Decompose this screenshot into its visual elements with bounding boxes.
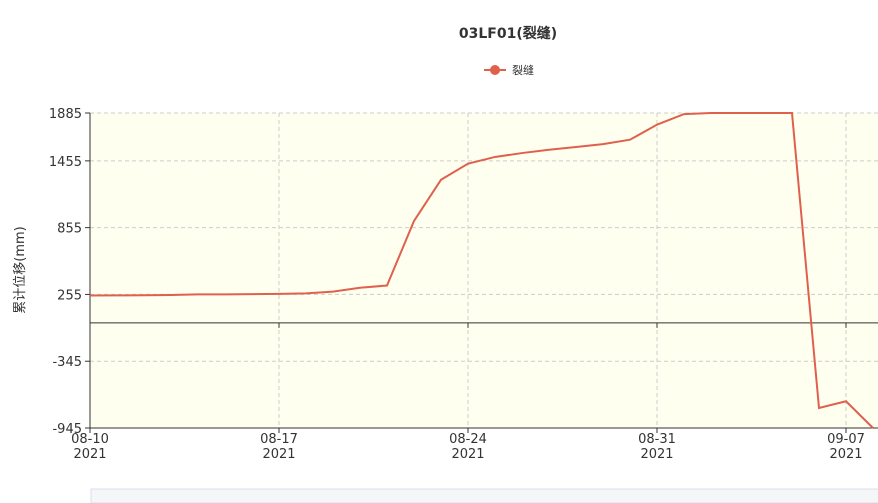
y-tick-label: 255 (57, 288, 82, 303)
y-tick-label: 1455 (49, 155, 82, 170)
y-tick-label: 1885 (49, 107, 82, 122)
plot-area (90, 113, 878, 428)
x-tick-label: 08-24 2021 (449, 432, 487, 462)
x-tick-label: 08-10 2021 (71, 432, 109, 462)
y-tick-label: -945 (52, 422, 82, 437)
data-line (89, 112, 874, 429)
y-axis-label: 累计位移(mm) (13, 226, 28, 313)
legend-label: 裂缝 (512, 63, 534, 77)
x-tick-label: 09-07 2021 (827, 432, 865, 462)
footer-box (90, 488, 878, 503)
y-tick-label: -345 (52, 355, 82, 370)
legend-marker (490, 65, 500, 75)
x-tick-label: 08-17 2021 (260, 432, 298, 462)
y-tick-label: 855 (57, 222, 82, 237)
x-tick-label: 08-31 2021 (638, 432, 676, 462)
chart-title: 03LF01(裂缝) (459, 25, 557, 42)
